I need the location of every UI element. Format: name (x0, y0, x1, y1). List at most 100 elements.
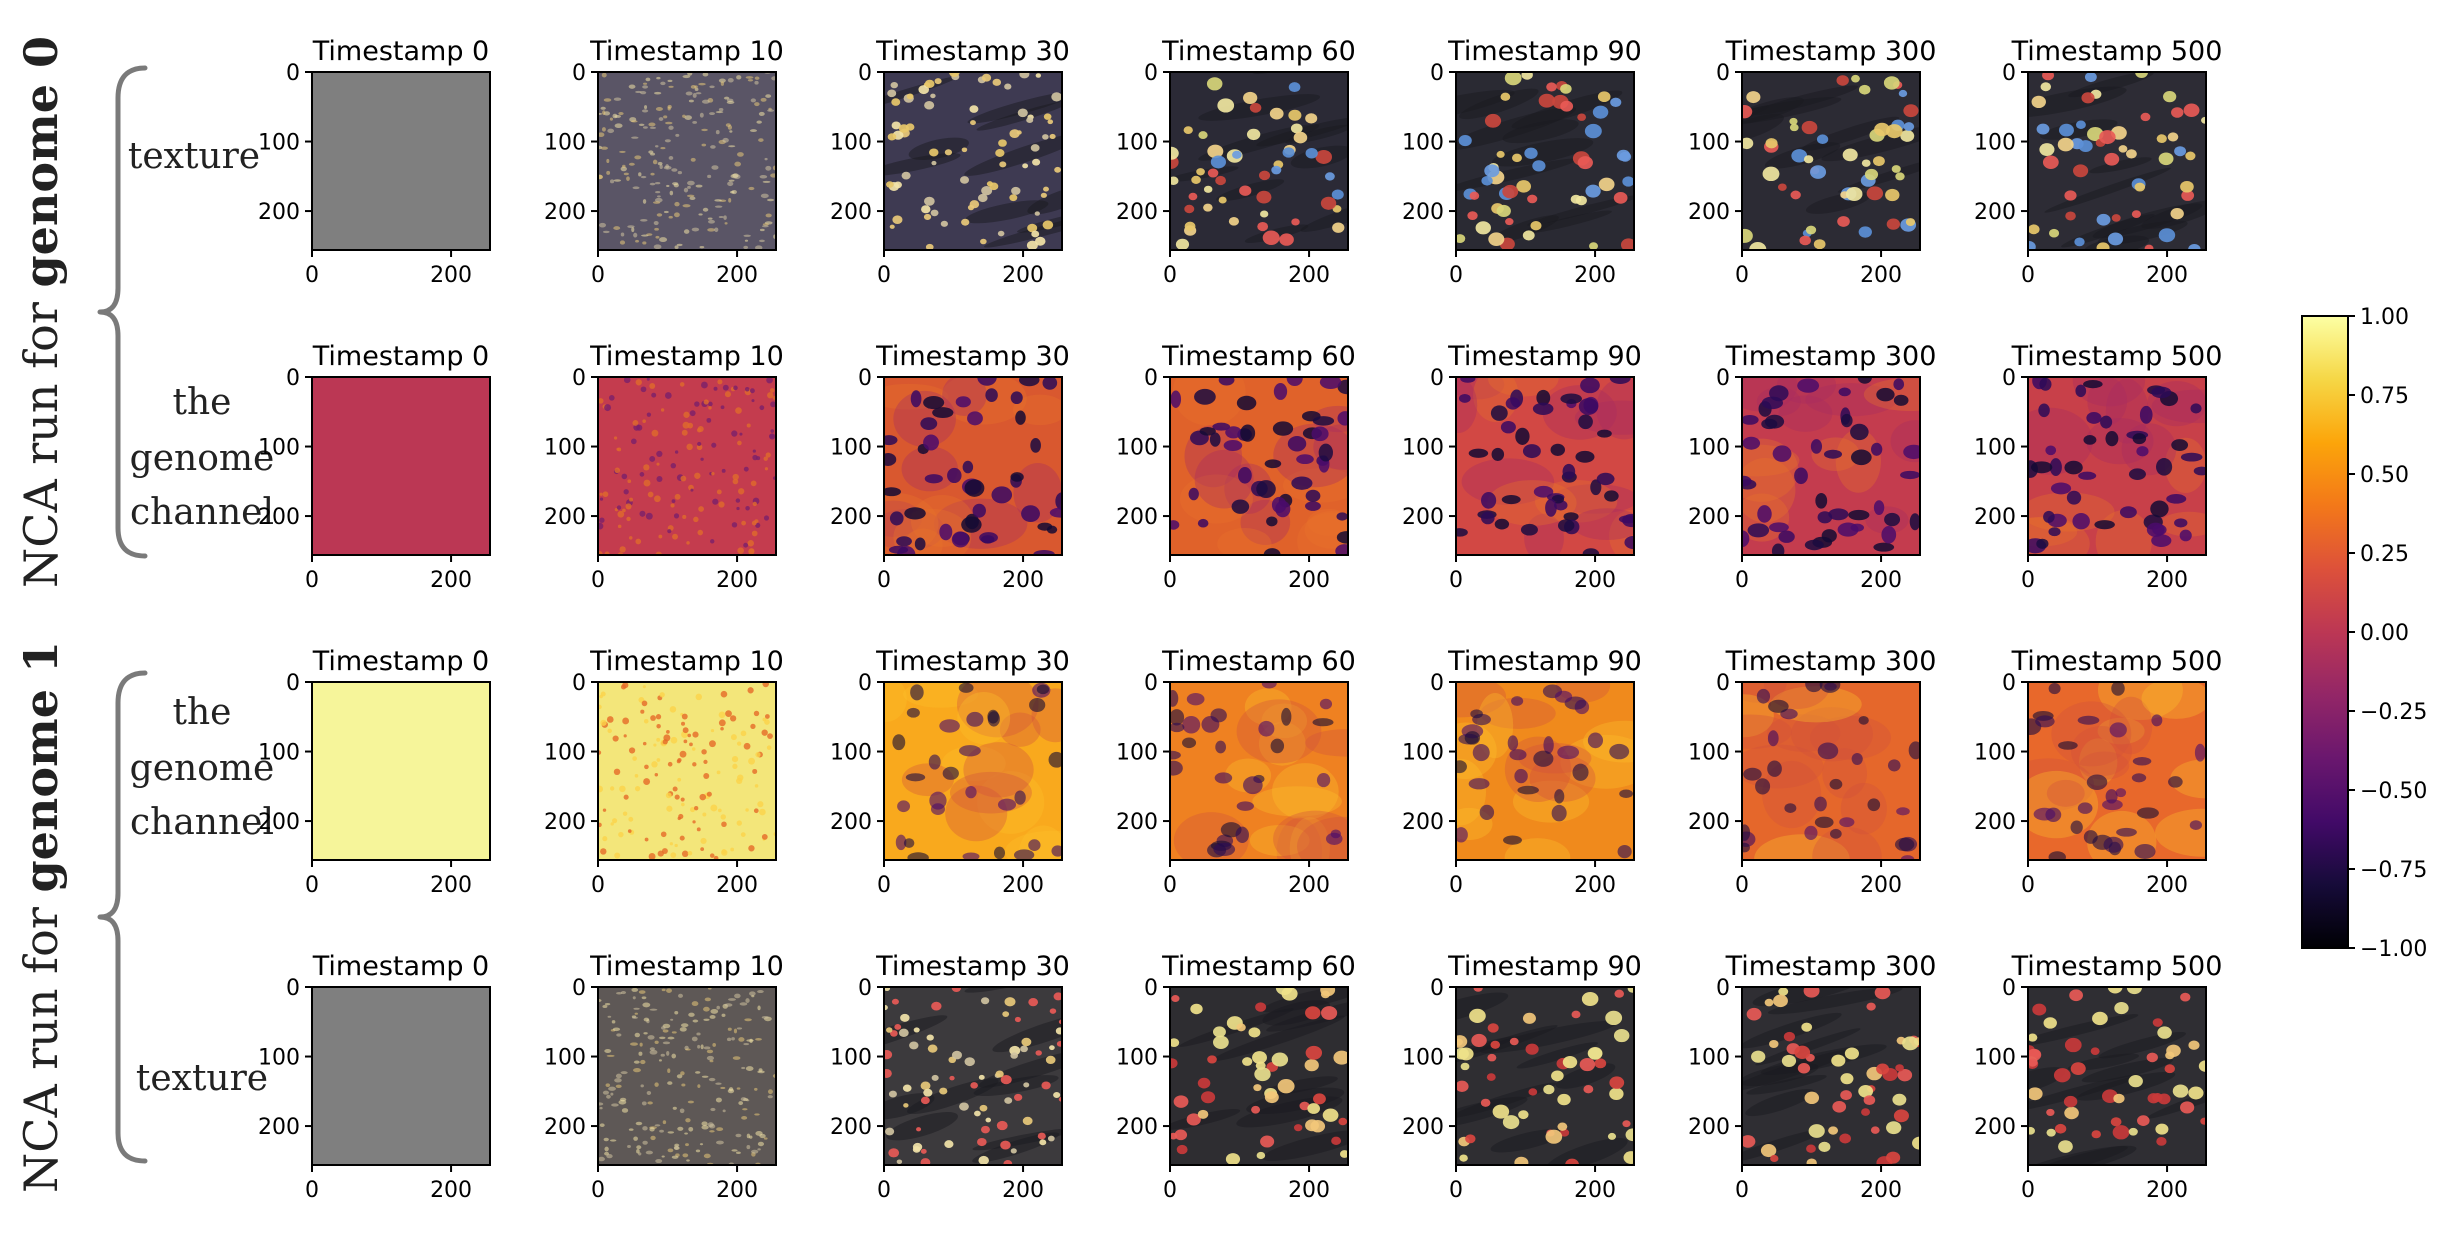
y-tick-label: 200 (1116, 810, 1158, 835)
y-tick-label: 200 (544, 1115, 586, 1140)
panel-texture (598, 682, 776, 860)
panel-title: Timestamp 0 (312, 951, 489, 982)
y-tick-label: 0 (1144, 366, 1158, 391)
y-tick-label: 100 (544, 741, 586, 766)
panel-frame (1455, 376, 1635, 556)
x-tick-label: 200 (1574, 873, 1616, 898)
panel-frame (597, 986, 777, 1166)
x-tick-label: 0 (877, 1178, 891, 1203)
panel-title: Timestamp 0 (312, 341, 489, 372)
y-tick-label: 0 (1144, 671, 1158, 696)
panel-texture (1170, 987, 1348, 1165)
x-tick-label: 200 (1860, 873, 1902, 898)
x-tick-label: 200 (2146, 263, 2188, 288)
x-tick-label: 0 (1449, 568, 1463, 593)
x-tick-label: 0 (1735, 263, 1749, 288)
colorbar: 1.00 0.75 0.50 0.25 0.00 −0.25 −0.50 −0.75 −1.00 (2301, 305, 2427, 962)
panel-texture (1170, 682, 1348, 860)
y-tick-label: 0 (858, 671, 872, 696)
panel-texture (884, 377, 1062, 555)
y-tick-label: 100 (1974, 131, 2016, 156)
panel-texture (884, 682, 1062, 860)
panel-texture (1742, 377, 1920, 555)
panel-title: Timestamp 60 (1161, 341, 1356, 372)
y-tick-label: 0 (572, 61, 586, 86)
panel-frame (1169, 376, 1349, 556)
row-1-label: the genome channel (130, 382, 275, 533)
x-tick-label: 200 (1574, 568, 1616, 593)
x-tick-label: 200 (1860, 568, 1902, 593)
y-tick-label: 0 (1716, 976, 1730, 1001)
y-tick-label: 200 (1116, 200, 1158, 225)
panel-title: Timestamp 0 (312, 36, 489, 67)
panel-frame (1169, 71, 1349, 251)
svg-text:genome: genome (130, 438, 275, 479)
svg-text:texture: texture (128, 136, 260, 177)
x-tick-label: 200 (1002, 263, 1044, 288)
x-tick-label: 0 (1735, 568, 1749, 593)
panel-texture (2028, 682, 2206, 860)
svg-text:channel: channel (130, 802, 274, 843)
x-tick-label: 200 (1288, 263, 1330, 288)
group-1-label: NCA run for genome 1 (14, 641, 68, 1193)
svg-text:channel: channel (130, 492, 274, 533)
panel-title: Timestamp 300 (1725, 646, 1937, 677)
x-tick-label: 200 (2146, 873, 2188, 898)
y-tick-label: 200 (830, 1115, 872, 1140)
panel-title: Timestamp 30 (875, 646, 1070, 677)
panel-grid: Timestamp 0 0 100 200 0 200 Timestamp 10010020… (258, 36, 2222, 1203)
panel-title: Timestamp 60 (1161, 951, 1356, 982)
colorbar-tick-label: 0.50 (2360, 463, 2409, 488)
x-tick-label: 0 (591, 568, 605, 593)
panel-image (312, 377, 490, 555)
colorbar-tick-label: 1.00 (2360, 305, 2409, 330)
colorbar-tick-label: −1.00 (2360, 937, 2427, 962)
x-tick-label: 200 (2146, 568, 2188, 593)
panel-frame (1169, 986, 1349, 1166)
x-tick-label: 200 (430, 263, 472, 288)
y-tick-label: 100 (1974, 436, 2016, 461)
panel-texture (1742, 74, 1920, 250)
panel-texture (598, 377, 776, 555)
panel-texture (1170, 72, 1348, 250)
y-tick-label: 100 (1116, 436, 1158, 461)
panel-frame (1455, 681, 1635, 861)
x-tick-label: 200 (1002, 873, 1044, 898)
y-tick-label: 200 (544, 505, 586, 530)
y-tick-label: 100 (1688, 436, 1730, 461)
y-tick-label: 0 (2002, 61, 2016, 86)
panel-texture (598, 72, 776, 250)
y-tick-label: 0 (858, 366, 872, 391)
panel-frame (1455, 71, 1635, 251)
colorbar-tick-label: 0.00 (2360, 621, 2409, 646)
panel-frame (883, 71, 1063, 251)
panel-image (598, 987, 776, 1165)
x-tick-label: 200 (1002, 568, 1044, 593)
y-tick-label: 200 (1116, 505, 1158, 530)
panel-texture (1456, 377, 1634, 555)
y-tick-label: 100 (1402, 1046, 1444, 1071)
x-tick-label: 0 (305, 873, 319, 898)
x-tick-label: 200 (430, 568, 472, 593)
y-tick-label: 100 (544, 436, 586, 461)
y-tick-label: 200 (1688, 505, 1730, 530)
x-tick-label: 200 (716, 1178, 758, 1203)
panel-texture (1456, 987, 1634, 1165)
panel-image (312, 987, 490, 1165)
y-tick-label: 200 (830, 200, 872, 225)
panel-image (598, 72, 776, 250)
y-tick-label: 200 (1974, 810, 2016, 835)
x-tick-label: 200 (1288, 1178, 1330, 1203)
x-tick-label: 0 (1163, 263, 1177, 288)
row-0-label: texture (128, 136, 260, 177)
x-tick-label: 0 (2021, 568, 2035, 593)
y-tick-label: 0 (286, 671, 300, 696)
y-tick-label: 200 (1974, 505, 2016, 530)
